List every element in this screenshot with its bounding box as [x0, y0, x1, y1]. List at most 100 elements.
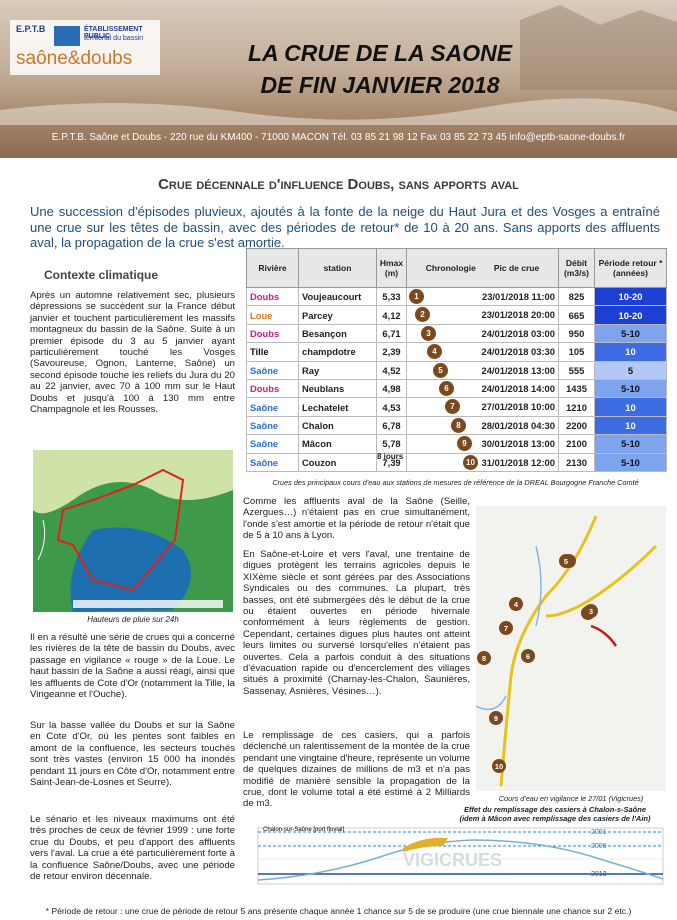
- header-cell: Débit (m3/s): [558, 248, 595, 288]
- station: Chalon: [298, 415, 377, 436]
- chronology: 10 31/01/2018 12:00 8 jours: [377, 452, 559, 472]
- river: Saône: [246, 452, 299, 472]
- chrono-marker: 8: [451, 417, 466, 433]
- river: Doubs: [246, 286, 299, 307]
- return-period: 10: [594, 397, 667, 417]
- flow: 2130: [558, 452, 595, 472]
- map-marker: [509, 597, 523, 611]
- logo-brand: saône&doubs: [16, 48, 133, 69]
- station: Mâcon: [298, 434, 377, 454]
- river: Saône: [246, 434, 299, 454]
- paragraph: Après un automne relativement sec, plusi…: [30, 290, 235, 416]
- table-row: Saône Chalon 6,78 8 28/01/2018 04:30 2200 10: [246, 415, 667, 436]
- station: Neublans: [298, 378, 377, 399]
- chronology: 4 24/01/2018 03:30: [406, 342, 559, 362]
- peak-date: 31/01/2018 12:00: [481, 456, 555, 468]
- header-cell: Hmax (m): [376, 248, 407, 288]
- chronology: 9 30/01/2018 13:00: [406, 434, 559, 454]
- map-marker-label: 5: [564, 557, 568, 566]
- peak-date: 28/01/2018 04:30: [481, 419, 555, 431]
- hmax: 2,39: [376, 342, 407, 362]
- flow: 555: [558, 360, 595, 380]
- peak-date: 30/01/2018 13:00: [481, 438, 555, 450]
- river: Saône: [246, 397, 299, 417]
- chronology: 1 23/01/2018 11:00: [406, 286, 559, 307]
- caption: Crues des principaux cours d'eau aux sta…: [272, 478, 639, 487]
- station: Couzon: [298, 452, 377, 472]
- caption: Cours d'eau en vigilance le 27/01 (Vigic…: [498, 794, 644, 803]
- hmax: 5,78: [376, 434, 407, 454]
- title: DE FIN JANVIER 2018: [260, 72, 500, 98]
- chronology: 2 23/01/2018 20:00: [406, 305, 559, 325]
- chrono-marker: 5: [433, 362, 448, 378]
- map-marker-label: 6: [526, 652, 530, 661]
- station: Ray: [298, 360, 377, 380]
- map-marker: [477, 651, 491, 665]
- river: Doubs: [246, 378, 299, 399]
- table-row: Saône Lechatelet 4,53 7 27/01/2018 10:00 1210…: [246, 397, 667, 417]
- return-period: 10: [594, 342, 667, 362]
- logo-icon: [54, 26, 80, 46]
- level-label: 2001: [591, 829, 607, 836]
- header-banner: E.P.T.B ÉTABLISSEMENT PUBLIC territorial…: [0, 0, 677, 158]
- table-row: Doubs Voujeaucourt 5,33 1 23/01/2018 11:00 82…: [246, 286, 667, 307]
- return-period: 5-10: [594, 378, 667, 399]
- logo-line: territorial du bassin: [84, 35, 144, 42]
- hmax: 4,12: [376, 305, 407, 325]
- peak-date: 24/01/2018 03:30: [481, 346, 555, 358]
- chronology: 6 24/01/2018 14:00: [406, 378, 559, 399]
- paragraph: Le remplissage de ces casiers, qui a par…: [243, 730, 470, 810]
- paragraph: En Saône-et-Loire et vers l'aval, une tr…: [243, 549, 470, 697]
- logo-line: ÉTABLISSEMENT PUBLIC: [84, 26, 143, 40]
- level-label: 2013: [591, 871, 607, 878]
- caption: (idem à Mâcon avec remplissage des casie…: [459, 814, 651, 823]
- flow: 2200: [558, 415, 595, 436]
- return-period: 5-10: [594, 323, 667, 344]
- flood-table: Rivière station Hmax (m) Chronologie Pic de …: [246, 248, 667, 472]
- peak-date: 24/01/2018 03:00: [481, 327, 555, 339]
- rain-map: [33, 450, 233, 612]
- return-period: 10-20: [594, 305, 667, 325]
- river: Tille: [246, 342, 299, 362]
- watermark: VIGICRUES: [403, 850, 502, 870]
- return-period: 10-20: [594, 286, 667, 307]
- hmax: 5,33: [376, 286, 407, 307]
- peak-date: 24/01/2018 13:00: [481, 364, 555, 376]
- chrono-marker: 6: [439, 380, 454, 396]
- footnote: * Période de retour : une crue de périod…: [45, 906, 632, 916]
- header-photo: [0, 5, 677, 125]
- map-marker: [489, 711, 503, 725]
- chronology: 8 28/01/2018 04:30: [406, 415, 559, 436]
- caption: Hauteurs de pluie sur 24h: [87, 615, 179, 624]
- table-row: Saône Couzon 7,39 10 31/01/2018 12:00 8 jours…: [246, 452, 667, 472]
- peak-date: 23/01/2018 20:00: [481, 309, 555, 321]
- map-marker-label: 8: [482, 654, 486, 663]
- chronology: 3 24/01/2018 03:00: [406, 323, 559, 344]
- table-row: Tille champdotre 2,39 4 24/01/2018 03:30 105 1…: [246, 342, 667, 362]
- hmax: 6,78: [376, 415, 407, 436]
- station: Besançon: [298, 323, 377, 344]
- station: Lechatelet: [298, 397, 377, 417]
- map-marker: [559, 554, 573, 568]
- peak-date: 23/01/2018 11:00: [482, 291, 555, 302]
- hmax: 7,39: [376, 452, 407, 472]
- station: Parcey: [298, 305, 377, 325]
- header-cell: Chronologie Pic de crue: [406, 248, 559, 288]
- chrono-marker: 10: [463, 454, 478, 470]
- hydrograph: Chalon-sur-Saône [port fluvial] VIGICRUE…: [257, 827, 664, 885]
- table-row: Saône Mâcon 5,78 9 30/01/2018 13:00 2100 5-10: [246, 434, 667, 454]
- river: Saône: [246, 415, 299, 436]
- level-label: 2006: [591, 843, 607, 850]
- return-period: 5-10: [594, 434, 667, 454]
- river: Loue: [246, 305, 299, 325]
- chrono-marker: 9: [457, 436, 472, 452]
- address: E.P.T.B. Saône et Doubs - 220 rue du KM4…: [51, 132, 626, 143]
- flow: 665: [558, 305, 595, 325]
- station: champdotre: [298, 342, 377, 362]
- hmax: 6,71: [376, 323, 407, 344]
- hmax: 4,52: [376, 360, 407, 380]
- flow: 950: [558, 323, 595, 344]
- vigilance-map: 12345678910: [476, 506, 666, 791]
- flow: 105: [558, 342, 595, 362]
